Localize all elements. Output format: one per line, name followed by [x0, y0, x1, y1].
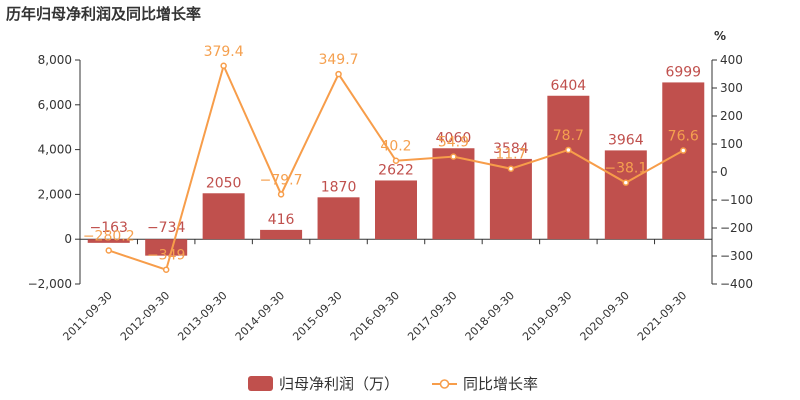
bar — [489, 158, 532, 240]
growth-rate-point — [565, 146, 572, 154]
left-axis-tick-label: 4,000 — [38, 143, 72, 157]
bar — [260, 229, 303, 240]
growth-rate-point — [507, 165, 515, 172]
growth-rate-value-label: −349 — [147, 248, 185, 264]
bar — [604, 150, 647, 240]
left-axis-tick-label: 2,000 — [38, 187, 72, 201]
right-axis-tick-label: 200 — [720, 109, 743, 123]
legend-line-marker — [439, 379, 450, 389]
bar-value-label: 3584 — [493, 141, 529, 157]
x-axis-tick-label: 2016-09-30 — [348, 289, 402, 343]
growth-rate-point — [622, 179, 630, 186]
right-axis-unit: % — [714, 29, 726, 43]
bar-value-label: 3964 — [608, 132, 644, 148]
bar-value-label: 6404 — [551, 78, 587, 94]
chart-title: 历年归母净利润及同比增长率 — [6, 5, 202, 23]
bar — [375, 180, 417, 240]
growth-rate-point — [162, 266, 170, 273]
bar — [87, 239, 130, 243]
right-axis-tick-label: −100 — [720, 193, 753, 207]
x-axis-tick-label: 2015-09-30 — [290, 289, 344, 343]
x-axis-tick-label: 2017-09-30 — [405, 289, 459, 343]
bar — [202, 193, 245, 240]
bar-value-label: 6999 — [665, 64, 701, 80]
bar-value-label: 416 — [268, 212, 295, 228]
right-axis-tick-label: 0 — [720, 165, 728, 179]
growth-rate-value-label: 349.7 — [318, 52, 358, 68]
legend-line-label: 同比增长率 — [463, 375, 538, 393]
left-axis-tick-label: −2,000 — [28, 277, 72, 291]
growth-rate-value-label: −79.7 — [260, 172, 303, 188]
right-axis-tick-label: −200 — [720, 221, 753, 235]
growth-rate-value-label: 40.2 — [380, 139, 411, 155]
x-axis-tick-label: 2014-09-30 — [233, 289, 287, 343]
growth-rate-point — [105, 247, 112, 254]
right-axis-tick-label: 100 — [720, 137, 743, 151]
legend-bar-label: 归母净利润（万） — [279, 375, 399, 393]
growth-rate-point — [680, 147, 687, 154]
growth-rate-point — [392, 157, 400, 164]
growth-rate-value-label: 78.7 — [553, 128, 584, 144]
x-axis-tick-label: 2012-09-30 — [118, 289, 172, 343]
bar — [145, 239, 188, 256]
bar-value-label: 2050 — [206, 175, 242, 191]
growth-rate-point — [220, 62, 227, 70]
bar — [547, 95, 590, 240]
growth-rate-value-label: −38.1 — [604, 161, 647, 177]
right-axis-tick-label: −400 — [720, 277, 753, 291]
right-axis-tick-label: 400 — [720, 53, 743, 67]
bar-value-label: 2622 — [378, 162, 414, 178]
growth-rate-point — [277, 191, 285, 198]
growth-rate-value-label: 54.9 — [438, 135, 469, 151]
bar — [317, 197, 360, 240]
bar — [432, 148, 475, 240]
x-axis-tick-label: 2018-09-30 — [463, 289, 517, 343]
bar-value-label: 1870 — [321, 179, 357, 195]
growth-rate-value-label: −280.2 — [83, 228, 135, 244]
x-axis-tick-label: 2011-09-30 — [60, 289, 114, 343]
growth-rate-value-label: 379.4 — [204, 44, 244, 60]
growth-rate-point — [450, 153, 457, 160]
bar-value-label: −163 — [90, 220, 128, 236]
x-axis-tick-label: 2013-09-30 — [175, 289, 229, 343]
x-axis-tick-label: 2021-09-30 — [635, 289, 689, 343]
left-axis-tick-label: 8,000 — [38, 53, 72, 67]
right-axis-tick-label: 300 — [720, 81, 743, 95]
bar-value-label: 4060 — [436, 130, 472, 146]
legend-bar-swatch — [248, 376, 273, 391]
growth-rate-value-label: 76.6 — [668, 129, 699, 145]
right-axis-tick-label: −300 — [720, 249, 753, 263]
left-axis-tick-label: 6,000 — [38, 98, 72, 112]
growth-rate-point — [335, 70, 342, 78]
left-axis-tick-label: 0 — [64, 232, 72, 246]
x-axis-tick-label: 2019-09-30 — [520, 289, 574, 343]
growth-rate-value-label: 11.7 — [495, 147, 526, 163]
x-axis-tick-label: 2020-09-30 — [578, 289, 632, 343]
bar — [662, 82, 705, 240]
